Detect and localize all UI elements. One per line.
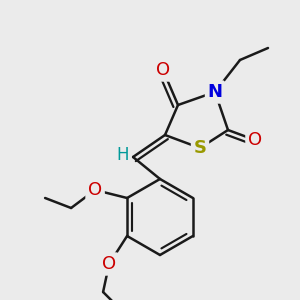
Text: O: O xyxy=(88,181,102,199)
Text: S: S xyxy=(194,139,206,157)
Text: O: O xyxy=(102,255,116,273)
Text: O: O xyxy=(156,61,170,79)
Text: H: H xyxy=(117,146,129,164)
Text: O: O xyxy=(248,131,262,149)
Text: N: N xyxy=(208,83,223,101)
